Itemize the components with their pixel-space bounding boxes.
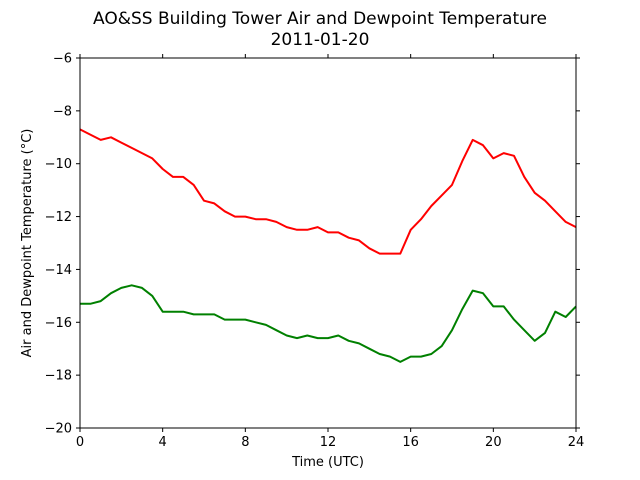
x-tick-label: 0 [76,435,84,450]
x-tick-label: 20 [485,435,502,450]
chart-subtitle: 2011-01-20 [271,30,370,50]
y-tick-label: −20 [45,422,72,437]
y-tick-label: −18 [45,369,72,384]
x-axis-label: Time (UTC) [291,455,364,470]
chart-title: AO&SS Building Tower Air and Dewpoint Te… [93,9,547,29]
x-tick-label: 8 [241,435,249,450]
y-tick-label: −6 [53,52,72,67]
x-tick-label: 16 [402,435,419,450]
x-tick-label: 4 [159,435,167,450]
y-tick-label: −8 [53,104,72,119]
series-layer [79,128,577,363]
y-tick-label: −10 [45,157,72,172]
series-line-2 [80,284,577,363]
x-tick-label: 24 [568,435,585,450]
y-tick-label: −16 [45,316,72,331]
x-tick-label: 12 [320,435,337,450]
ticks-layer: 0 4 8 12 16 20 24 −20 −18 −16 −14 −12 −10 −8 −6 [45,52,585,451]
y-axis-label: Air and Dewpoint Temperature (°C) [20,129,35,358]
series-line-1 [79,128,577,255]
plot-frame [79,57,577,429]
y-tick-label: −14 [45,263,72,278]
y-tick-label: −12 [45,210,72,225]
